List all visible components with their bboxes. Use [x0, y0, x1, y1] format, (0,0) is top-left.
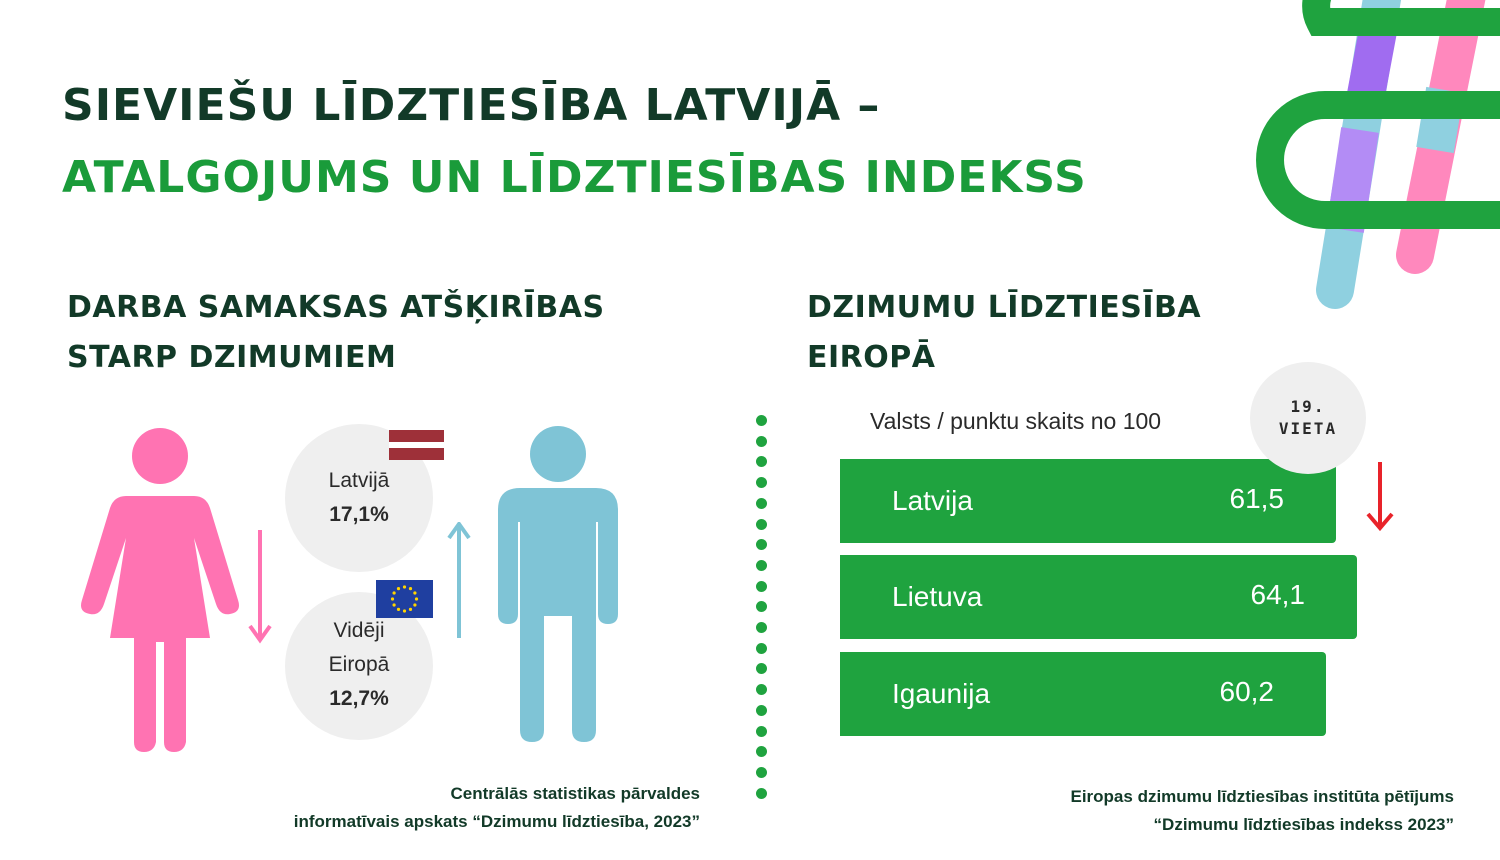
- divider-dot: [756, 477, 767, 489]
- latvia-gap-label: Latvijā: [328, 469, 390, 492]
- divider-dot: [756, 746, 767, 758]
- right-section-title: DZIMUMU LĪDZTIESĪBA EIROPĀ: [807, 283, 1201, 383]
- divider-dot: [756, 704, 767, 716]
- left-section-title-line2: STARP DZIMUMIEM: [67, 340, 397, 375]
- bar-label: Latvija: [892, 485, 973, 516]
- divider-dot: [756, 415, 767, 426]
- left-section-title: DARBA SAMAKSAS ATŠĶIRĪBAS STARP DZIMUMIE…: [67, 283, 605, 383]
- divider-dot: [756, 497, 767, 509]
- right-source-note: Eiropas dzimumu līdztiesības institūta p…: [1070, 783, 1454, 839]
- bar-value-label: 60,2: [1219, 676, 1275, 707]
- left-source-line1: Centrālās statistikas pārvaldes: [450, 784, 700, 803]
- right-source-line2: “Dzimumu līdztiesības indekss 2023”: [1153, 815, 1454, 834]
- divider-dot: [756, 518, 767, 530]
- chart-subtitle: Valsts / punktu skaits no 100: [870, 408, 1162, 434]
- hashtag-logo-icon: [1256, 0, 1500, 309]
- eu-flag-icon: [376, 580, 433, 618]
- divider-dot: [756, 601, 767, 613]
- divider-dot: [756, 766, 767, 778]
- divider-dot: [756, 559, 767, 571]
- right-source-line1: Eiropas dzimumu līdztiesības institūta p…: [1070, 787, 1454, 806]
- woman-icon: [81, 428, 239, 752]
- divider-dot: [756, 580, 767, 592]
- left-section-title-line1: DARBA SAMAKSAS ATŠĶIRĪBAS: [67, 290, 605, 325]
- divider-dot: [756, 642, 767, 654]
- page-title-line2: ATALGOJUMS UN LĪDZTIESĪBAS INDEKSS: [62, 152, 1087, 203]
- left-source-note: Centrālās statistikas pārvaldes informat…: [294, 780, 700, 836]
- left-source-line2: informatīvais apskats “Dzimumu līdztiesī…: [293, 812, 700, 831]
- divider-dot: [756, 684, 767, 696]
- europe-gap-label-line1: Vidēji: [333, 619, 385, 642]
- right-section-title-line2: EIROPĀ: [807, 340, 936, 375]
- man-icon: [498, 426, 618, 742]
- bar-igaunija: Igaunija 60,2: [840, 652, 1326, 736]
- arrow-down-icon: [248, 530, 272, 644]
- bar-label: Igaunija: [892, 678, 991, 709]
- bar-lietuva: Lietuva 64,1: [840, 555, 1357, 639]
- latvia-flag-icon: [389, 430, 444, 460]
- rank-number: 19.: [1290, 397, 1326, 416]
- divider-dot: [756, 435, 767, 447]
- rank-down-arrow-icon: [1366, 462, 1394, 532]
- right-section-title-line1: DZIMUMU LĪDZTIESĪBA: [807, 290, 1202, 325]
- divider-dot: [756, 725, 767, 737]
- divider-dot: [756, 787, 767, 799]
- page-title-line1: SIEVIEŠU LĪDZTIESĪBA LATVIJĀ –: [62, 80, 881, 131]
- divider-dot: [756, 622, 767, 633]
- europe-gap-label-line2: Eiropā: [328, 653, 390, 676]
- divider-dot: [756, 663, 767, 675]
- rank-badge: 19. VIETA: [1250, 362, 1366, 474]
- bar-value-label: 61,5: [1229, 483, 1285, 514]
- bar-latvija: Latvija 61,5: [840, 459, 1336, 543]
- divider-dot: [756, 456, 767, 468]
- latvia-gap-value: 17,1%: [329, 503, 389, 526]
- bar-value-label: 64,1: [1250, 579, 1306, 610]
- europe-gap-value: 12,7%: [329, 687, 389, 710]
- arrow-up-icon: [447, 522, 471, 638]
- bar-label: Lietuva: [892, 581, 983, 612]
- rank-label: VIETA: [1278, 419, 1338, 438]
- divider-dot: [756, 539, 767, 551]
